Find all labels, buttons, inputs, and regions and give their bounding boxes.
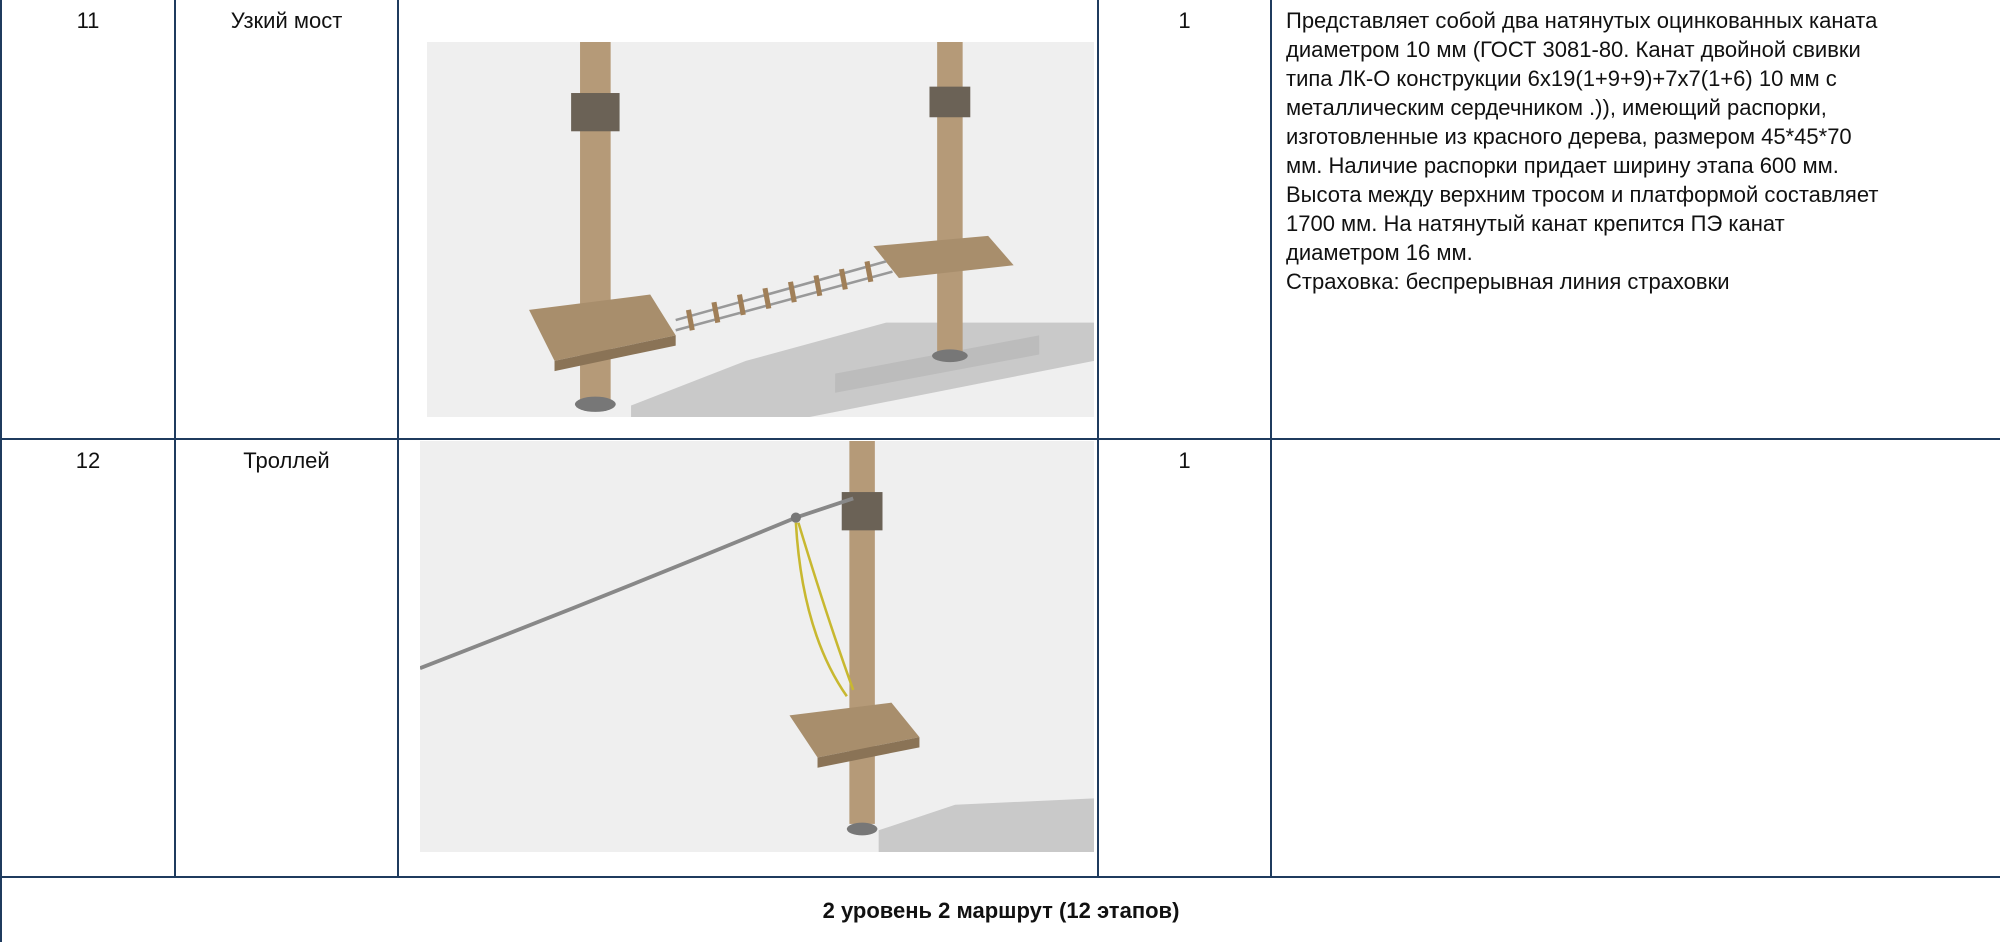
section-footer: 2 уровень 2 маршрут (12 этапов) bbox=[0, 878, 2000, 942]
description-line: типа ЛК-О конструкции 6х19(1+9+9)+7х7(1+… bbox=[1286, 66, 1837, 91]
description-line: Высота между верхним тросом и платформой… bbox=[1286, 182, 1879, 207]
number-cell: 12 bbox=[0, 440, 176, 878]
quantity-cell: 1 bbox=[1099, 440, 1272, 878]
trolley-image bbox=[420, 441, 1094, 852]
description-line: Представляет собой два натянутых оцинков… bbox=[1286, 8, 1878, 33]
name-cell: Троллей bbox=[176, 440, 399, 878]
image-cell bbox=[399, 0, 1099, 440]
description-line: диаметром 16 мм. bbox=[1286, 240, 1473, 265]
quantity-cell: 1 bbox=[1099, 0, 1272, 440]
description-cell: Представляет собой два натянутых оцинков… bbox=[1272, 0, 2000, 440]
description-cell bbox=[1272, 440, 2000, 878]
description-line: мм. Наличие распорки придает ширину этап… bbox=[1286, 153, 1839, 178]
description-line: металлическим сердечником .)), имеющий р… bbox=[1286, 95, 1827, 120]
description-line: диаметром 10 мм (ГОСТ 3081-80. Канат дво… bbox=[1286, 37, 1861, 62]
name-cell: Узкий мост bbox=[176, 0, 399, 440]
bridge-image bbox=[427, 42, 1094, 417]
image-cell bbox=[399, 440, 1099, 878]
number-cell: 11 bbox=[0, 0, 176, 440]
description-line: изготовленные из красного дерева, размер… bbox=[1286, 124, 1852, 149]
description-line: 1700 мм. На натянутый канат крепится ПЭ … bbox=[1286, 211, 1785, 236]
description-line: Страховка: беспрерывная линия страховки bbox=[1286, 269, 1730, 294]
